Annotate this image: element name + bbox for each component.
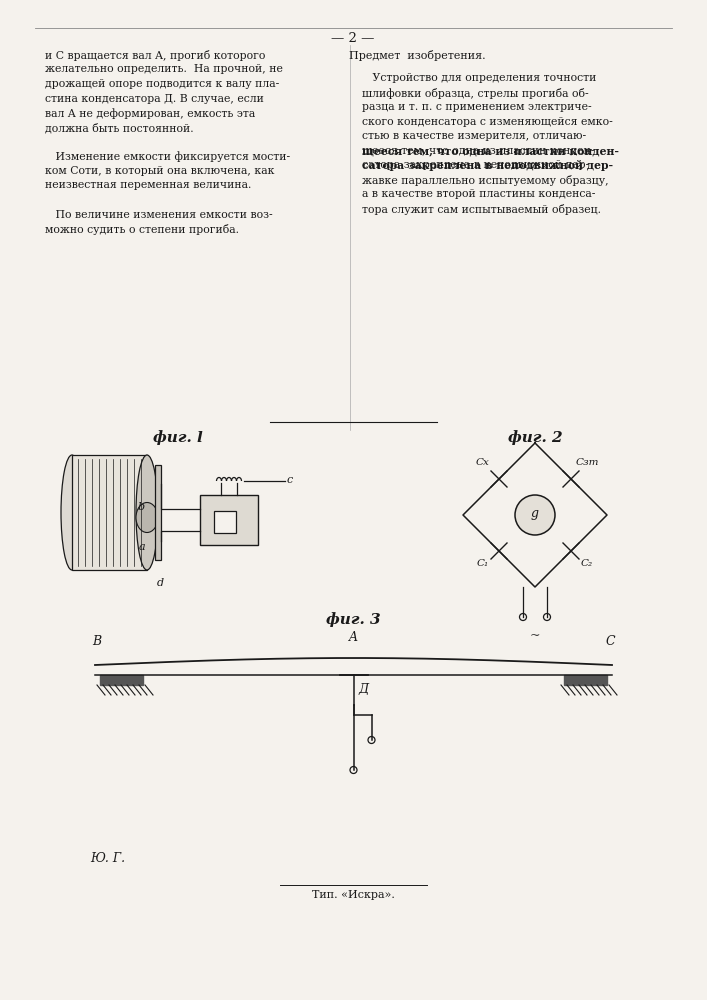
Bar bbox=[72, 455, 147, 570]
Text: и C вращается вал A, прогиб которого: и C вращается вал A, прогиб которого bbox=[45, 50, 265, 61]
Text: Д: Д bbox=[358, 683, 368, 696]
Text: фиг. 2: фиг. 2 bbox=[508, 430, 562, 445]
Text: стью в качестве измерителя, отличаю-: стью в качестве измерителя, отличаю- bbox=[362, 131, 586, 141]
Text: сатора закреплена в неподвижной дер-: сатора закреплена в неподвижной дер- bbox=[362, 160, 613, 171]
Text: B: B bbox=[93, 635, 102, 648]
Circle shape bbox=[515, 495, 555, 535]
Text: а в качестве второй пластины конденса-: а в качестве второй пластины конденса- bbox=[362, 189, 595, 199]
Text: ского конденсатора с изменяющейся емко-: ского конденсатора с изменяющейся емко- bbox=[362, 117, 613, 127]
Ellipse shape bbox=[61, 455, 83, 570]
Text: щееся тем, что одна из пластин конден-: щееся тем, что одна из пластин конден- bbox=[362, 146, 595, 156]
Text: тора служит сам испытываемый образец.: тора служит сам испытываемый образец. bbox=[362, 204, 601, 215]
Text: ком Соти, в который она включена, как: ком Соти, в который она включена, как bbox=[45, 166, 274, 176]
Text: A: A bbox=[349, 631, 358, 644]
Text: фиг. 3: фиг. 3 bbox=[326, 612, 380, 627]
Text: Тип. «Искра».: Тип. «Искра». bbox=[312, 890, 395, 900]
Text: можно судить о степени прогиба.: можно судить о степени прогиба. bbox=[45, 224, 239, 235]
Ellipse shape bbox=[136, 502, 158, 532]
Bar bbox=[155, 465, 161, 560]
Text: фиг. l: фиг. l bbox=[153, 430, 203, 445]
Text: сатора закреплена в неподвижной дер-: сатора закреплена в неподвижной дер- bbox=[362, 160, 589, 170]
Text: c: c bbox=[287, 475, 293, 485]
Text: b: b bbox=[138, 502, 145, 512]
Bar bbox=[200, 495, 258, 545]
Text: разца и т. п. с применением электриче-: разца и т. п. с применением электриче- bbox=[362, 102, 592, 112]
Text: вал A не деформирован, емкость эта: вал A не деформирован, емкость эта bbox=[45, 108, 255, 119]
Polygon shape bbox=[564, 675, 607, 685]
Text: шлифовки образца, стрелы прогиба об-: шлифовки образца, стрелы прогиба об- bbox=[362, 88, 589, 99]
Text: C₂: C₂ bbox=[581, 559, 593, 568]
Text: По величине изменения емкости воз-: По величине изменения емкости воз- bbox=[45, 210, 273, 220]
Text: Cx: Cx bbox=[476, 458, 490, 467]
Text: жавке параллельно испытуемому образцу,: жавке параллельно испытуемому образцу, bbox=[362, 175, 609, 186]
Text: — 2 —: — 2 — bbox=[332, 32, 375, 45]
Text: дрожащей опоре подводится к валу пла-: дрожащей опоре подводится к валу пла- bbox=[45, 79, 279, 89]
Text: стина конденсатора Д. B случае, если: стина конденсатора Д. B случае, если bbox=[45, 94, 264, 104]
Text: должна быть постоянной.: должна быть постоянной. bbox=[45, 122, 194, 133]
Text: g: g bbox=[531, 506, 539, 520]
Text: a: a bbox=[139, 542, 146, 552]
Text: Устройство для определения точности: Устройство для определения точности bbox=[362, 73, 597, 83]
Text: Изменение емкости фиксируется мости-: Изменение емкости фиксируется мости- bbox=[45, 151, 290, 162]
Text: Cзт: Cзт bbox=[575, 458, 599, 467]
Text: Предмет  изобретения.: Предмет изобретения. bbox=[349, 50, 485, 61]
Text: ~: ~ bbox=[530, 629, 540, 642]
Ellipse shape bbox=[136, 455, 158, 570]
Text: C₁: C₁ bbox=[477, 559, 489, 568]
Text: Ю. Г.: Ю. Г. bbox=[90, 852, 125, 865]
Text: d: d bbox=[156, 578, 163, 588]
Text: C: C bbox=[605, 635, 615, 648]
Text: щееся тем, что одна из пластин конден-: щееся тем, что одна из пластин конден- bbox=[362, 146, 619, 157]
Bar bbox=[214, 511, 236, 533]
Text: желательно определить.  На прочной, не: желательно определить. На прочной, не bbox=[45, 64, 283, 75]
Text: неизвестная переменная величина.: неизвестная переменная величина. bbox=[45, 180, 252, 190]
Polygon shape bbox=[100, 675, 143, 685]
